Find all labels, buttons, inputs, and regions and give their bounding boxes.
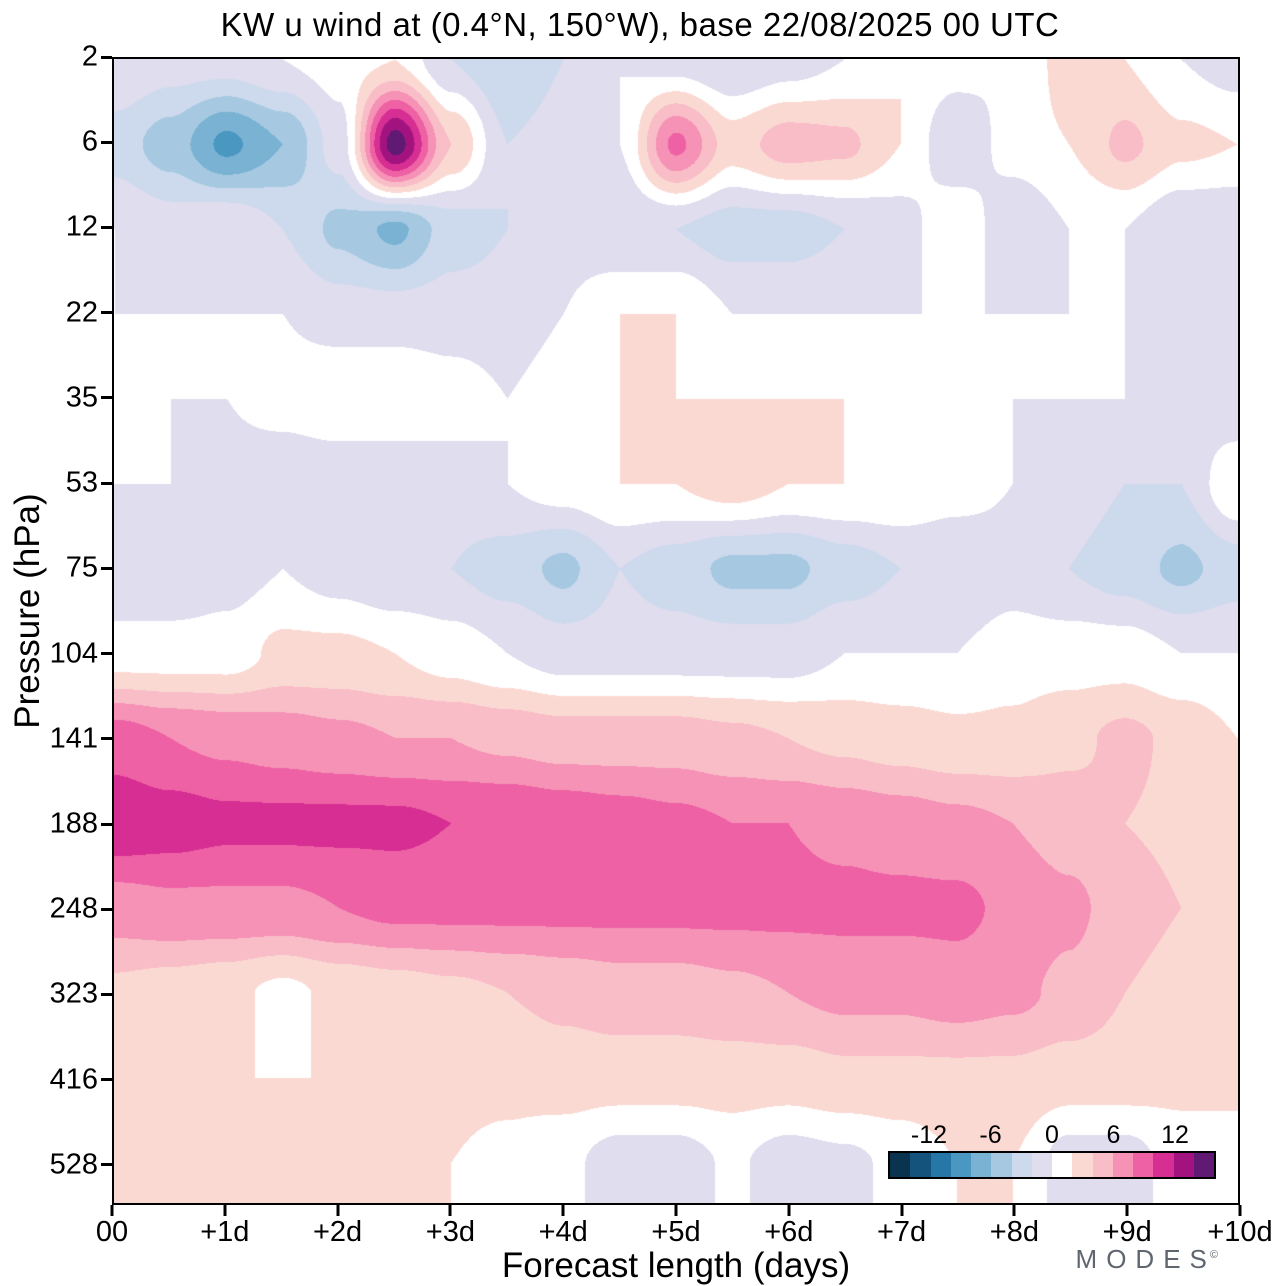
colorbar-cell xyxy=(890,1153,911,1177)
x-tick-label: +9d xyxy=(1102,1216,1152,1248)
x-tick-mark xyxy=(674,1205,678,1216)
y-tick-mark xyxy=(101,566,112,570)
colorbar-tick-label: -12 xyxy=(910,1121,948,1149)
colorbar xyxy=(888,1151,1216,1179)
y-tick-mark xyxy=(101,737,112,741)
y-tick-mark xyxy=(101,55,112,59)
y-tick-label: 22 xyxy=(65,296,98,329)
y-tick-mark xyxy=(101,225,112,229)
colorbar-tick-label: 12 xyxy=(1161,1121,1189,1149)
y-tick-mark xyxy=(101,652,112,656)
colorbar-cell xyxy=(1072,1153,1093,1177)
y-tick-mark xyxy=(101,396,112,400)
y-tick-label: 12 xyxy=(65,210,98,243)
x-tick-label: +8d xyxy=(989,1216,1039,1248)
y-tick-label: 53 xyxy=(65,466,98,499)
x-tick-mark xyxy=(448,1205,452,1216)
colorbar-cell xyxy=(1133,1153,1154,1177)
y-tick-mark xyxy=(101,907,112,911)
x-tick-mark xyxy=(1012,1205,1016,1216)
x-tick-mark xyxy=(1125,1205,1129,1216)
y-tick-mark xyxy=(101,822,112,826)
colorbar-cell xyxy=(1011,1153,1032,1177)
x-tick-mark xyxy=(223,1205,227,1216)
y-tick-label: 248 xyxy=(49,892,98,925)
modes-logo: MODES© xyxy=(888,1244,1218,1275)
y-tick-label: 75 xyxy=(65,551,98,584)
colorbar-cell xyxy=(1153,1153,1174,1177)
chart-title: KW u wind at (0.4°N, 150°W), base 22/08/… xyxy=(220,6,1060,43)
y-tick-label: 141 xyxy=(49,722,98,755)
colorbar-cell xyxy=(971,1153,992,1177)
x-tick-label: +2d xyxy=(312,1216,363,1248)
y-tick-mark xyxy=(101,311,112,315)
y-tick-label: 2 xyxy=(81,40,98,73)
x-tick-mark xyxy=(787,1205,791,1216)
x-tick-label: +5d xyxy=(651,1216,701,1248)
x-tick-label: +3d xyxy=(425,1216,475,1248)
x-tick-label: +6d xyxy=(764,1216,814,1248)
x-tick-mark xyxy=(336,1205,340,1216)
x-tick-label: +4d xyxy=(538,1216,588,1248)
y-tick-mark xyxy=(101,992,112,996)
contour-field-canvas xyxy=(114,59,1238,1203)
colorbar-cell xyxy=(1092,1153,1113,1177)
x-tick-mark xyxy=(561,1205,565,1216)
plot-area xyxy=(112,57,1240,1205)
y-tick-label: 104 xyxy=(49,637,98,670)
colorbar-cell xyxy=(1193,1153,1214,1177)
x-tick-mark xyxy=(110,1205,114,1216)
y-tick-mark xyxy=(101,481,112,485)
y-tick-mark xyxy=(101,1078,112,1082)
colorbar-cell xyxy=(991,1153,1012,1177)
x-tick-mark xyxy=(1238,1205,1242,1216)
y-tick-label: 188 xyxy=(49,807,98,840)
colorbar-tick-label: 0 xyxy=(1045,1121,1059,1149)
x-tick-mark xyxy=(900,1205,904,1216)
y-tick-label: 416 xyxy=(49,1063,98,1096)
x-tick-label: +1d xyxy=(200,1216,250,1248)
y-tick-label: 528 xyxy=(49,1148,98,1181)
y-tick-label: 6 xyxy=(81,125,98,158)
copyright-icon: © xyxy=(1209,1249,1218,1262)
colorbar-tick-label: -6 xyxy=(979,1121,1002,1149)
colorbar-cell xyxy=(1052,1153,1073,1177)
x-tick-label: +10d xyxy=(1207,1216,1273,1248)
x-tick-label: +7d xyxy=(876,1216,927,1248)
colorbar-cell xyxy=(1031,1153,1052,1177)
colorbar-tick-label: 6 xyxy=(1106,1121,1121,1149)
colorbar-cell xyxy=(910,1153,931,1177)
y-tick-mark xyxy=(101,140,112,144)
y-tick-mark xyxy=(101,1163,112,1167)
colorbar-cell xyxy=(1173,1153,1194,1177)
y-axis-label: Pressure (hPa) xyxy=(8,493,47,729)
colorbar-cell xyxy=(950,1153,971,1177)
x-axis-label: Forecast length (days) xyxy=(501,1246,851,1285)
colorbar-cell xyxy=(930,1153,951,1177)
colorbar-cell xyxy=(1112,1153,1133,1177)
y-tick-label: 323 xyxy=(49,977,98,1010)
y-tick-label: 35 xyxy=(65,381,98,414)
x-tick-label: 00 xyxy=(95,1216,129,1248)
modes-logo-text: MODES xyxy=(1075,1244,1216,1274)
